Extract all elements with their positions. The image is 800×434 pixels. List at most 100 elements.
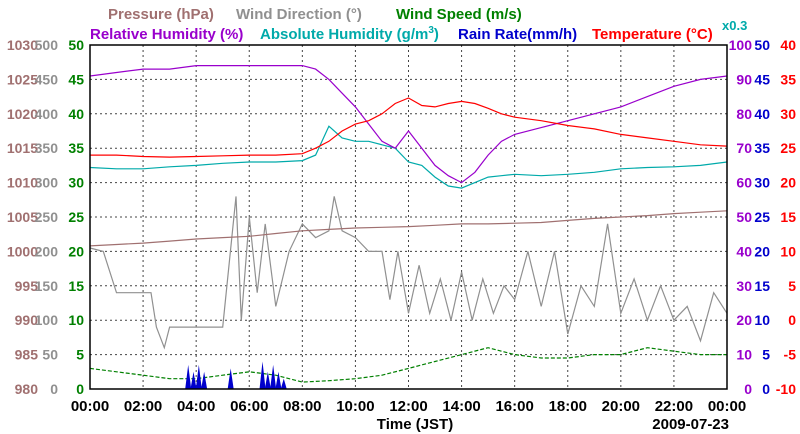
x-tick-label: 20:00 bbox=[602, 398, 640, 415]
y-tick-wind-speed: 20 bbox=[68, 243, 84, 259]
y-tick-rain: 25 bbox=[754, 209, 770, 225]
y-tick-pressure: 1030 bbox=[7, 37, 38, 53]
legend-abs-humidity: Absolute Humidity (g/m3) bbox=[260, 25, 439, 43]
x-tick-label: 12:00 bbox=[389, 398, 427, 415]
legend-pressure: Pressure (hPa) bbox=[108, 6, 214, 23]
y-tick-rain: 10 bbox=[754, 312, 770, 328]
y-tick-wind-speed: 25 bbox=[68, 209, 84, 225]
rain-rate-spike bbox=[227, 368, 234, 389]
y-tick-wind-direction: 150 bbox=[35, 278, 59, 294]
y-tick-wind-direction: 350 bbox=[35, 140, 59, 156]
y-tick-pressure: 1010 bbox=[7, 175, 38, 191]
y-tick-pressure: 1000 bbox=[7, 243, 38, 259]
y-tick-humidity: 20 bbox=[736, 312, 752, 328]
y-tick-temperature: -5 bbox=[784, 347, 797, 363]
x-tick-label: 14:00 bbox=[442, 398, 480, 415]
x-tick-label: 18:00 bbox=[549, 398, 587, 415]
legend-abs-humidity-sup: 3 bbox=[428, 25, 434, 36]
legend-abs-humidity-text: Absolute Humidity (g/m bbox=[260, 26, 428, 43]
y-tick-wind-speed: 45 bbox=[68, 71, 84, 87]
chart-date: 2009-07-23 bbox=[652, 416, 729, 433]
y-tick-wind-speed: 0 bbox=[76, 381, 84, 397]
series-layer bbox=[89, 64, 728, 389]
x-tick-label: 00:00 bbox=[71, 398, 109, 415]
y-tick-wind-speed: 10 bbox=[68, 312, 84, 328]
y-tick-temperature: 25 bbox=[780, 140, 796, 156]
legend-wind-speed: Wind Speed (m/s) bbox=[396, 6, 522, 23]
y-tick-wind-direction: 50 bbox=[42, 347, 58, 363]
y-tick-rain: 15 bbox=[754, 278, 770, 294]
y-tick-rain: 0 bbox=[762, 381, 770, 397]
y-tick-wind-direction: 450 bbox=[35, 71, 59, 87]
y-tick-wind-direction: 100 bbox=[35, 312, 59, 328]
rain-rate-spike bbox=[185, 364, 192, 389]
y-tick-wind-direction: 0 bbox=[50, 381, 58, 397]
y-tick-temperature: 5 bbox=[788, 278, 796, 294]
x-tick-label: 10:00 bbox=[336, 398, 374, 415]
y-tick-rain: 30 bbox=[754, 175, 770, 191]
y-tick-temperature: 0 bbox=[788, 312, 796, 328]
legend-rain: Rain Rate(mm/h) bbox=[458, 26, 577, 43]
rain-rate-spike bbox=[275, 371, 282, 389]
x-tick-label: 02:00 bbox=[124, 398, 162, 415]
rain-rate-spike bbox=[201, 371, 208, 389]
y-tick-humidity: 60 bbox=[736, 175, 752, 191]
legend-temperature: Temperature (°C) bbox=[592, 26, 713, 43]
y-tick-rain: 40 bbox=[754, 106, 770, 122]
y-tick-wind-speed: 50 bbox=[68, 37, 84, 53]
y-tick-wind-speed: 35 bbox=[68, 140, 84, 156]
y-tick-humidity: 10 bbox=[736, 347, 752, 363]
legend-humidity: Relative Humidity (%) bbox=[90, 26, 243, 43]
y-tick-pressure: 995 bbox=[15, 278, 39, 294]
grid bbox=[90, 45, 727, 389]
y-tick-humidity: 40 bbox=[736, 243, 752, 259]
y-tick-humidity: 100 bbox=[729, 37, 753, 53]
y-tick-humidity: 80 bbox=[736, 106, 752, 122]
x-axis-title: Time (JST) bbox=[377, 416, 453, 433]
rain-rate-spike bbox=[270, 364, 277, 389]
y-tick-temperature: 40 bbox=[780, 37, 796, 53]
y-tick-wind-speed: 15 bbox=[68, 278, 84, 294]
y-tick-humidity: 30 bbox=[736, 278, 752, 294]
wind-speed-line bbox=[89, 347, 727, 383]
y-tick-wind-direction: 400 bbox=[35, 106, 59, 122]
y-tick-pressure: 990 bbox=[15, 312, 39, 328]
y-tick-rain: 45 bbox=[754, 71, 770, 87]
y-tick-temperature: 15 bbox=[780, 209, 796, 225]
rain-rate-spike bbox=[264, 371, 271, 389]
y-tick-pressure: 1025 bbox=[7, 71, 38, 87]
y-tick-rain: 50 bbox=[754, 37, 770, 53]
pressure-line bbox=[89, 210, 728, 247]
y-tick-humidity: 50 bbox=[736, 209, 752, 225]
legend-wind-direction: Wind Direction (°) bbox=[236, 6, 362, 23]
y-tick-rain: 20 bbox=[754, 243, 770, 259]
x-tick-label: 00:00 bbox=[708, 398, 746, 415]
y-tick-temperature: 10 bbox=[780, 243, 796, 259]
y-tick-temperature: 30 bbox=[780, 106, 796, 122]
x-tick-label: 08:00 bbox=[283, 398, 321, 415]
absolute-humidity-line bbox=[89, 125, 728, 189]
y-tick-rain: 5 bbox=[762, 347, 770, 363]
y-tick-pressure: 985 bbox=[15, 347, 39, 363]
rain-rate-spike bbox=[195, 364, 202, 389]
x-tick-label: 16:00 bbox=[495, 398, 533, 415]
y-tick-humidity: 0 bbox=[744, 381, 752, 397]
x-tick-label: 04:00 bbox=[177, 398, 215, 415]
y-axes: 1030102510201015101010051000995990985980… bbox=[7, 37, 796, 397]
y-tick-wind-direction: 300 bbox=[35, 175, 59, 191]
y-tick-humidity: 90 bbox=[736, 71, 752, 87]
x-tick-label: 22:00 bbox=[655, 398, 693, 415]
y-tick-temperature: -10 bbox=[776, 381, 796, 397]
y-tick-wind-speed: 30 bbox=[68, 175, 84, 191]
y-tick-wind-speed: 40 bbox=[68, 106, 84, 122]
rain-rate-spike bbox=[190, 371, 197, 389]
wind-direction-line bbox=[89, 196, 728, 350]
temperature-line bbox=[90, 97, 728, 158]
rain-rate-spike bbox=[280, 378, 287, 389]
y-tick-pressure: 1005 bbox=[7, 209, 38, 225]
y-tick-temperature: 35 bbox=[780, 71, 796, 87]
y-tick-wind-direction: 250 bbox=[35, 209, 59, 225]
y-tick-rain: 35 bbox=[754, 140, 770, 156]
y-tick-wind-speed: 5 bbox=[76, 347, 84, 363]
